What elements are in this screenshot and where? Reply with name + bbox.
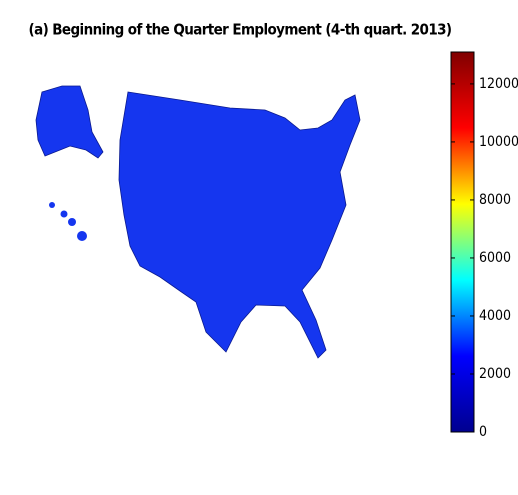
colorbar-tick-label: 10000 — [479, 134, 518, 150]
colorbar-tick-label: 12000 — [479, 76, 518, 92]
hawaii — [49, 202, 87, 241]
colorbar-tick-label: 2000 — [479, 366, 511, 382]
alaska — [35, 85, 104, 159]
colorbar-tick-label: 0 — [479, 424, 487, 440]
colorbar — [450, 51, 475, 433]
us-map — [35, 85, 361, 359]
mainland — [118, 91, 361, 359]
chart-title: (a) Beginning of the Quarter Employment … — [29, 21, 452, 39]
colorbar-tick-label: 6000 — [479, 250, 511, 266]
colorbar-tick-label: 4000 — [479, 308, 511, 324]
colorbar-tick-label: 8000 — [479, 192, 511, 208]
